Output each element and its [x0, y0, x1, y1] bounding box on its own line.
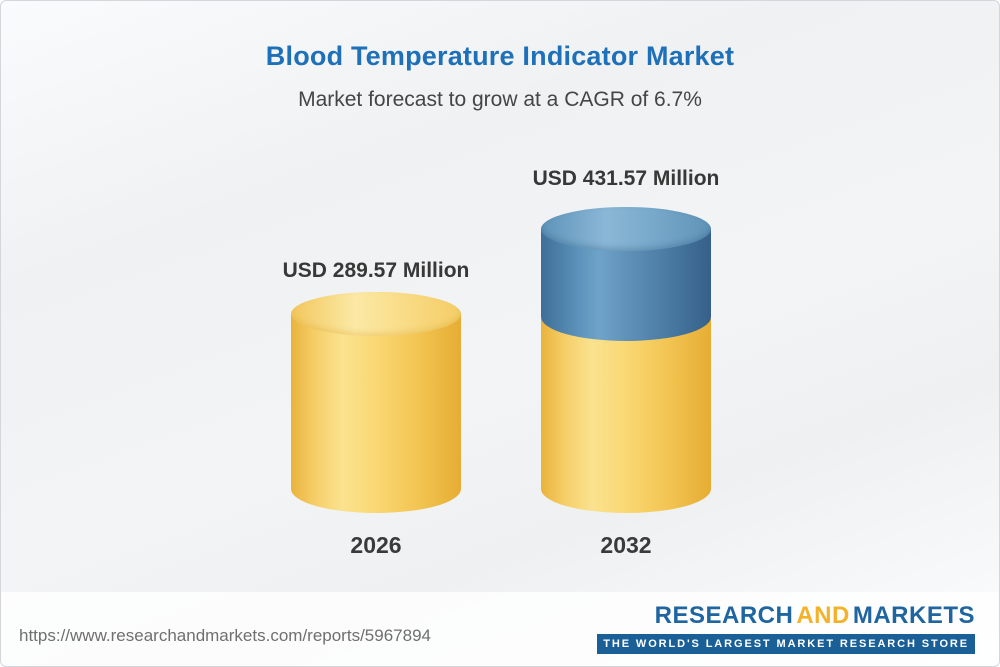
axis-label-2032: 2032	[600, 532, 652, 558]
bar-2026-top-ellipse	[291, 292, 461, 336]
value-label-2032: USD 431.57 Million	[532, 167, 720, 190]
logo-word-research: RESEARCH	[654, 602, 794, 629]
logo-wordmark: RESEARCH AND MARKETS	[597, 602, 975, 630]
axis-label-2026: 2026	[350, 532, 402, 558]
chart-title: Blood Temperature Indicator Market	[265, 41, 735, 71]
logo-tagline: THE WORLD'S LARGEST MARKET RESEARCH STOR…	[597, 634, 975, 654]
logo-word-markets: MARKETS	[852, 602, 975, 629]
bar-2026-cylinder	[291, 292, 461, 513]
bar-2032-cylinder	[541, 207, 711, 513]
bar-2032-top-ellipse	[541, 207, 711, 251]
logo-word-and: AND	[796, 602, 850, 629]
report-url-link[interactable]: https://www.researchandmarkets.com/repor…	[19, 626, 431, 645]
bar-2032-base-segment	[541, 319, 711, 513]
chart-subtitle: Market forecast to grow at a CAGR of 6.7…	[298, 88, 702, 111]
bar-2026-body	[291, 314, 461, 513]
footer-bar: https://www.researchandmarkets.com/repor…	[1, 592, 999, 666]
value-label-2026: USD 289.57 Million	[282, 259, 470, 282]
research-and-markets-logo: RESEARCH AND MARKETS THE WORLD'S LARGEST M…	[597, 602, 975, 654]
